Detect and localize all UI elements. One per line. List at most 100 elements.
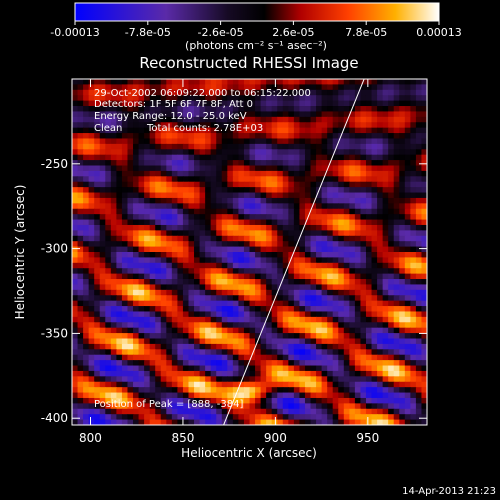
heatmap-cell xyxy=(160,300,167,307)
heatmap-cell xyxy=(133,143,140,150)
heatmap-cell xyxy=(221,268,228,275)
heatmap-cell xyxy=(382,106,389,113)
heatmap-cell xyxy=(404,306,411,313)
heatmap-cell xyxy=(404,338,411,345)
heatmap-cell xyxy=(110,349,117,356)
heatmap-cell xyxy=(415,106,423,113)
heatmap-cell xyxy=(277,116,284,123)
heatmap-cell xyxy=(388,170,395,177)
heatmap-cell xyxy=(338,187,345,194)
heatmap-cell xyxy=(393,230,400,237)
heatmap-cell xyxy=(133,289,140,296)
heatmap-cell xyxy=(249,387,256,394)
heatmap-cell xyxy=(343,219,350,226)
heatmap-cell xyxy=(160,327,167,334)
heatmap-cell xyxy=(360,338,367,345)
heatmap-cell xyxy=(321,279,328,286)
heatmap-cell xyxy=(343,349,350,356)
heatmap-cell xyxy=(293,273,301,280)
heatmap-cell xyxy=(182,176,190,183)
heatmap-cell xyxy=(349,365,356,372)
heatmap-cell xyxy=(304,257,312,264)
heatmap-cell xyxy=(210,170,217,177)
heatmap-cell xyxy=(410,235,417,242)
heatmap-cell xyxy=(249,100,256,107)
heatmap-cell xyxy=(177,149,184,156)
heatmap-cell xyxy=(410,203,417,210)
heatmap-cell xyxy=(293,79,301,86)
heatmap-cell xyxy=(399,360,406,367)
heatmap-cell xyxy=(105,219,112,226)
heatmap-cell xyxy=(282,176,289,183)
heatmap-cell xyxy=(88,170,95,177)
heatmap-cell xyxy=(338,316,345,323)
heatmap-cell xyxy=(88,79,95,86)
heatmap-cell xyxy=(199,203,206,210)
heatmap-cell xyxy=(216,262,223,269)
heatmap-cell xyxy=(182,154,190,161)
heatmap-cell xyxy=(266,349,273,356)
heatmap-cell xyxy=(266,289,273,296)
heatmap-cell xyxy=(277,349,284,356)
heatmap-cell xyxy=(388,295,395,302)
heatmap-cell xyxy=(388,176,395,183)
heatmap-cell xyxy=(99,111,106,118)
heatmap-cell xyxy=(249,327,256,334)
heatmap-cell xyxy=(349,165,356,172)
heatmap-cell xyxy=(77,397,84,404)
heatmap-cell xyxy=(388,300,395,307)
heatmap-cell xyxy=(210,106,217,113)
heatmap-cell xyxy=(155,187,162,194)
heatmap-cell xyxy=(199,127,206,134)
heatmap-cell xyxy=(133,257,140,264)
heatmap-cell xyxy=(105,354,112,361)
heatmap-cell xyxy=(205,316,212,323)
heatmap-cell xyxy=(243,311,251,318)
heatmap-cell xyxy=(282,306,289,313)
heatmap-cell xyxy=(205,149,212,156)
heatmap-cell xyxy=(110,149,117,156)
heatmap-cell xyxy=(72,100,79,107)
heatmap-cell xyxy=(277,122,284,129)
heatmap-cell xyxy=(188,203,195,210)
heatmap-cell xyxy=(260,106,267,113)
heatmap-cell xyxy=(393,95,400,102)
heatmap-cell xyxy=(182,354,190,361)
heatmap-cell xyxy=(243,154,251,161)
heatmap-cell xyxy=(72,143,79,150)
heatmap-cell xyxy=(343,235,350,242)
heatmap-cell xyxy=(360,316,367,323)
heatmap-cell xyxy=(338,365,345,372)
heatmap-cell xyxy=(410,122,417,129)
heatmap-cell xyxy=(88,349,95,356)
heatmap-cell xyxy=(116,376,123,383)
heatmap-cell xyxy=(182,279,190,286)
heatmap-cell xyxy=(277,246,284,253)
heatmap-cell xyxy=(188,333,195,340)
heatmap-cell xyxy=(160,408,167,415)
heatmap-cell xyxy=(327,203,334,210)
heatmap-cell xyxy=(415,343,423,350)
heatmap-cell xyxy=(138,289,145,296)
heatmap-cell xyxy=(221,252,228,259)
heatmap-cell xyxy=(144,289,151,296)
heatmap-cell xyxy=(304,95,312,102)
heatmap-cell xyxy=(360,284,367,291)
heatmap-cell xyxy=(410,133,417,140)
heatmap-cell xyxy=(221,343,228,350)
colorbar-tick-label: 7.8e-05 xyxy=(345,26,387,39)
heatmap-cell xyxy=(310,343,317,350)
heatmap-cell xyxy=(121,387,129,394)
heatmap-cell xyxy=(316,279,323,286)
heatmap-cell xyxy=(310,381,317,388)
heatmap-cell xyxy=(371,84,378,91)
heatmap-cell xyxy=(160,89,167,96)
heatmap-cell xyxy=(238,306,245,313)
heatmap-cell xyxy=(177,84,184,91)
heatmap-cell xyxy=(288,338,295,345)
heatmap-cell xyxy=(332,279,339,286)
heatmap-cell xyxy=(410,89,417,96)
heatmap-cell xyxy=(249,116,256,123)
heatmap-cell xyxy=(177,165,184,172)
heatmap-cell xyxy=(105,408,112,415)
